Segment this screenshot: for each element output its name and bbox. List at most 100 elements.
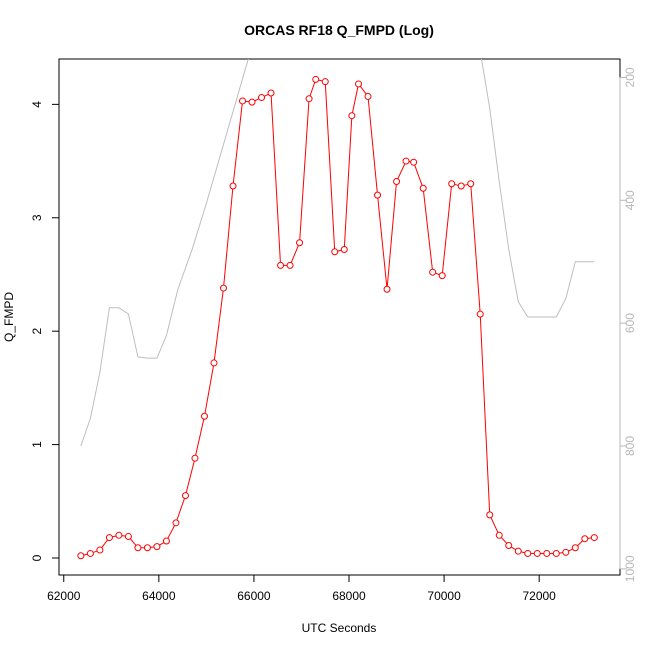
data-point bbox=[172, 519, 180, 527]
data-point bbox=[239, 97, 247, 105]
data-point bbox=[86, 549, 94, 557]
series-segment bbox=[299, 101, 310, 240]
data-point bbox=[476, 310, 484, 318]
data-point bbox=[229, 182, 237, 190]
data-point bbox=[486, 511, 494, 519]
secondary-series-line bbox=[80, 59, 595, 447]
series-segment bbox=[464, 183, 468, 186]
series-segment bbox=[112, 535, 117, 538]
series-segment bbox=[167, 525, 176, 539]
series-segment bbox=[264, 93, 269, 97]
series-segment bbox=[377, 198, 388, 287]
data-point bbox=[514, 547, 522, 555]
series-segment bbox=[324, 84, 336, 249]
data-point bbox=[200, 412, 208, 420]
y-tick-label: 3 bbox=[30, 214, 44, 221]
chart-title: ORCAS RF18 Q_FMPD (Log) bbox=[244, 22, 434, 38]
data-point bbox=[383, 285, 391, 293]
data-point bbox=[153, 543, 161, 551]
series-segment bbox=[490, 517, 499, 533]
data-point bbox=[305, 95, 313, 103]
data-point bbox=[286, 261, 294, 269]
series-segment bbox=[521, 551, 525, 554]
data-point bbox=[181, 492, 189, 500]
y2-tick-label: 800 bbox=[623, 436, 637, 456]
series-segment bbox=[232, 103, 243, 184]
data-point bbox=[364, 92, 372, 100]
data-point bbox=[571, 544, 579, 552]
data-point bbox=[524, 549, 532, 557]
x-tick-label: 70000 bbox=[427, 589, 461, 603]
data-point bbox=[410, 158, 418, 166]
series-segment bbox=[351, 86, 359, 113]
series-segment bbox=[511, 546, 516, 551]
data-point bbox=[77, 552, 85, 560]
secondary-y-axis: 200 400 600 800 1000 bbox=[619, 67, 637, 582]
series-segment bbox=[397, 163, 406, 179]
series-segment bbox=[101, 539, 108, 548]
x-axis: 62000 64000 66000 68000 70000 72000 bbox=[47, 574, 556, 603]
data-point bbox=[162, 537, 170, 545]
data-point bbox=[429, 268, 437, 276]
series-segment bbox=[318, 79, 323, 82]
series-segment bbox=[129, 538, 137, 546]
series-segment bbox=[454, 183, 459, 186]
y-tick-label: 4 bbox=[30, 101, 44, 108]
data-point bbox=[115, 531, 123, 539]
y-tick-label: 1 bbox=[30, 441, 44, 448]
series-segment bbox=[577, 540, 583, 547]
y-axis: 0 1 2 3 4 bbox=[30, 101, 60, 561]
series-segment bbox=[204, 365, 214, 414]
series-segment bbox=[337, 249, 342, 252]
series-segment bbox=[367, 99, 378, 193]
x-tick-label: 64000 bbox=[142, 589, 176, 603]
series-segment bbox=[414, 164, 423, 186]
series-segment bbox=[159, 542, 165, 546]
y-axis-label: Q_FMPD bbox=[2, 292, 16, 342]
data-point bbox=[505, 542, 513, 550]
series-layer bbox=[77, 59, 598, 560]
series-segment bbox=[359, 86, 367, 95]
y2-tick-label: 200 bbox=[623, 67, 637, 87]
data-point bbox=[457, 182, 465, 190]
data-point bbox=[581, 535, 589, 543]
data-point bbox=[562, 548, 570, 556]
y2-tick-label: 600 bbox=[623, 313, 637, 333]
data-point bbox=[134, 544, 142, 552]
data-point bbox=[438, 272, 446, 280]
data-point bbox=[248, 98, 256, 106]
data-point bbox=[321, 78, 329, 86]
data-point bbox=[96, 546, 104, 554]
data-point bbox=[124, 532, 132, 540]
data-point bbox=[533, 549, 541, 557]
series-segment bbox=[470, 186, 481, 312]
series-segment bbox=[83, 553, 88, 556]
x-axis-label: UTC Seconds bbox=[302, 621, 377, 635]
series-segment bbox=[176, 498, 185, 521]
series-segment bbox=[93, 550, 98, 553]
series-segment bbox=[213, 290, 224, 361]
data-point bbox=[340, 246, 348, 254]
data-point bbox=[143, 544, 151, 552]
data-point bbox=[590, 534, 598, 542]
series-segment bbox=[270, 95, 281, 263]
x-tick-label: 62000 bbox=[47, 589, 81, 603]
x-tick-label: 68000 bbox=[332, 589, 366, 603]
data-point bbox=[210, 359, 218, 367]
data-point bbox=[105, 534, 113, 542]
data-point bbox=[267, 89, 275, 97]
data-point bbox=[543, 549, 551, 557]
data-point bbox=[312, 75, 320, 83]
data-point bbox=[277, 261, 285, 269]
series-segment bbox=[479, 317, 491, 512]
x-tick-label: 72000 bbox=[522, 589, 556, 603]
data-point bbox=[495, 531, 503, 539]
series-segment bbox=[423, 191, 433, 270]
data-point bbox=[402, 157, 410, 165]
y2-tick-label: 400 bbox=[623, 190, 637, 210]
data-point bbox=[191, 454, 199, 462]
series-segment bbox=[290, 245, 299, 263]
data-point bbox=[331, 248, 339, 256]
data-point bbox=[219, 284, 227, 292]
